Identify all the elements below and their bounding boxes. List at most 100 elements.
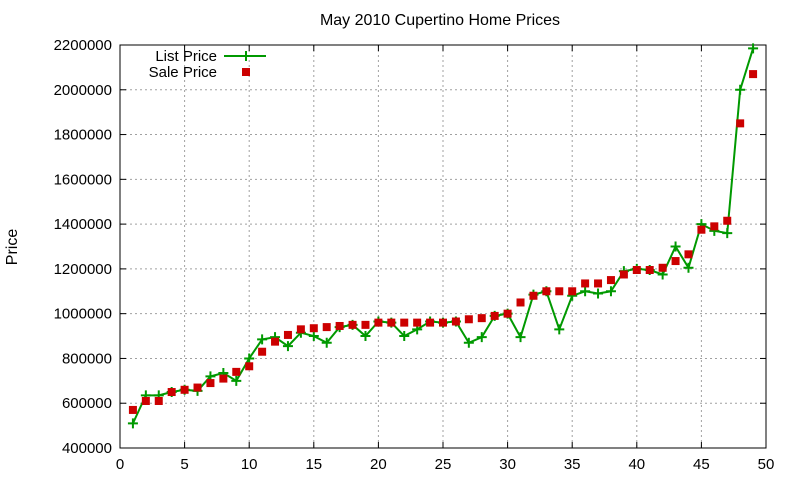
data-point-sale-price xyxy=(529,291,538,300)
data-point-sale-price xyxy=(128,405,137,414)
data-point-list-price xyxy=(476,332,487,343)
data-point-list-price xyxy=(244,353,255,364)
y-tick-label: 600000 xyxy=(62,395,112,412)
data-point-sale-price xyxy=(568,287,577,296)
data-point-sale-price xyxy=(283,330,292,339)
y-axis-label: Price xyxy=(4,229,21,266)
data-point-sale-price xyxy=(464,315,473,324)
data-point-list-price xyxy=(399,331,410,342)
data-point-sale-price xyxy=(606,276,615,285)
data-point-sale-price xyxy=(426,318,435,327)
legend-marker-list-price xyxy=(241,51,251,61)
data-point-list-price xyxy=(282,341,293,352)
data-point-sale-price xyxy=(232,367,241,376)
data-point-sale-price xyxy=(490,311,499,320)
data-point-sale-price xyxy=(645,266,654,275)
y-tick-label: 1400000 xyxy=(54,216,112,233)
x-tick-label: 50 xyxy=(758,456,775,473)
grid xyxy=(120,45,766,448)
x-tick-label: 40 xyxy=(628,456,645,473)
series-layer xyxy=(127,43,759,429)
data-point-sale-price xyxy=(348,320,357,329)
data-point-list-price xyxy=(580,286,591,297)
y-tick-label: 800000 xyxy=(62,350,112,367)
data-point-sale-price xyxy=(400,318,409,327)
data-point-sale-price xyxy=(322,323,331,332)
x-tick-label: 10 xyxy=(241,456,258,473)
data-point-sale-price xyxy=(439,318,447,327)
data-point-sale-price xyxy=(245,362,254,371)
data-point-list-price xyxy=(593,288,604,299)
data-point-sale-price xyxy=(309,324,318,333)
data-point-list-price xyxy=(360,331,371,342)
data-point-list-price xyxy=(670,241,681,252)
data-point-sale-price xyxy=(219,374,228,383)
data-point-list-price xyxy=(257,334,268,345)
data-point-sale-price xyxy=(542,287,551,296)
x-tick-label: 30 xyxy=(499,456,516,473)
data-point-list-price xyxy=(554,324,565,335)
x-tick-label: 45 xyxy=(693,456,710,473)
data-point-list-price xyxy=(683,262,694,273)
y-tick-label: 1600000 xyxy=(54,171,112,188)
data-point-list-price xyxy=(463,337,474,348)
data-point-sale-price xyxy=(749,70,758,79)
data-point-sale-price xyxy=(258,347,267,356)
data-point-list-price xyxy=(127,418,138,429)
data-point-sale-price xyxy=(180,385,189,394)
data-point-sale-price xyxy=(374,318,383,327)
data-point-sale-price xyxy=(581,279,590,288)
y-tick-label: 400000 xyxy=(62,440,112,457)
y-tick-label: 1200000 xyxy=(54,261,112,278)
x-tick-label: 20 xyxy=(370,456,387,473)
data-point-list-price xyxy=(605,286,616,297)
data-point-sale-price xyxy=(503,309,512,318)
data-point-sale-price xyxy=(335,321,344,330)
data-point-sale-price xyxy=(594,279,603,288)
y-tick-label: 2200000 xyxy=(54,37,112,54)
data-point-sale-price xyxy=(193,383,202,392)
data-point-sale-price xyxy=(154,396,163,405)
y-tick-label: 1800000 xyxy=(54,127,112,144)
legend-label-sale-price: Sale Price xyxy=(149,64,217,81)
x-tick-label: 0 xyxy=(116,456,124,473)
data-point-sale-price xyxy=(206,379,215,388)
data-point-list-price xyxy=(748,43,759,54)
y-tick-label: 1000000 xyxy=(54,306,112,323)
data-point-sale-price xyxy=(516,298,525,307)
data-point-sale-price xyxy=(141,396,150,405)
data-point-sale-price xyxy=(710,222,719,231)
data-point-sale-price xyxy=(413,318,422,327)
x-tick-label: 25 xyxy=(435,456,452,473)
data-point-list-price xyxy=(735,84,746,95)
data-point-list-price xyxy=(321,337,332,348)
data-point-sale-price xyxy=(684,250,693,259)
data-point-sale-price xyxy=(477,314,486,323)
data-point-sale-price xyxy=(723,216,732,225)
legend-marker-sale-price xyxy=(242,68,250,76)
data-point-sale-price xyxy=(296,325,305,334)
data-point-sale-price xyxy=(736,119,745,128)
data-point-sale-price xyxy=(555,287,564,296)
axis-ticks: 0 5 10 15 20 25 30 35 40 45 50 400000 600000 800000 10… xyxy=(54,37,775,473)
data-point-sale-price xyxy=(697,225,706,234)
data-point-sale-price xyxy=(361,320,370,329)
x-tick-label: 15 xyxy=(305,456,322,473)
data-point-sale-price xyxy=(671,257,680,266)
data-point-sale-price xyxy=(632,266,641,275)
chart-title: May 2010 Cupertino Home Prices xyxy=(320,12,560,29)
data-point-sale-price xyxy=(619,270,628,279)
x-tick-label: 5 xyxy=(180,456,188,473)
data-point-sale-price xyxy=(271,337,280,346)
data-point-sale-price xyxy=(387,318,396,327)
data-point-sale-price xyxy=(451,317,460,326)
data-point-sale-price xyxy=(658,263,667,272)
y-tick-label: 2000000 xyxy=(54,82,112,99)
data-point-list-price xyxy=(231,375,242,386)
data-point-list-price xyxy=(308,331,319,342)
legend: List Price Sale Price xyxy=(149,48,266,81)
data-point-list-price xyxy=(515,332,526,343)
data-point-list-price xyxy=(722,228,733,239)
legend-label-list-price: List Price xyxy=(155,48,217,65)
